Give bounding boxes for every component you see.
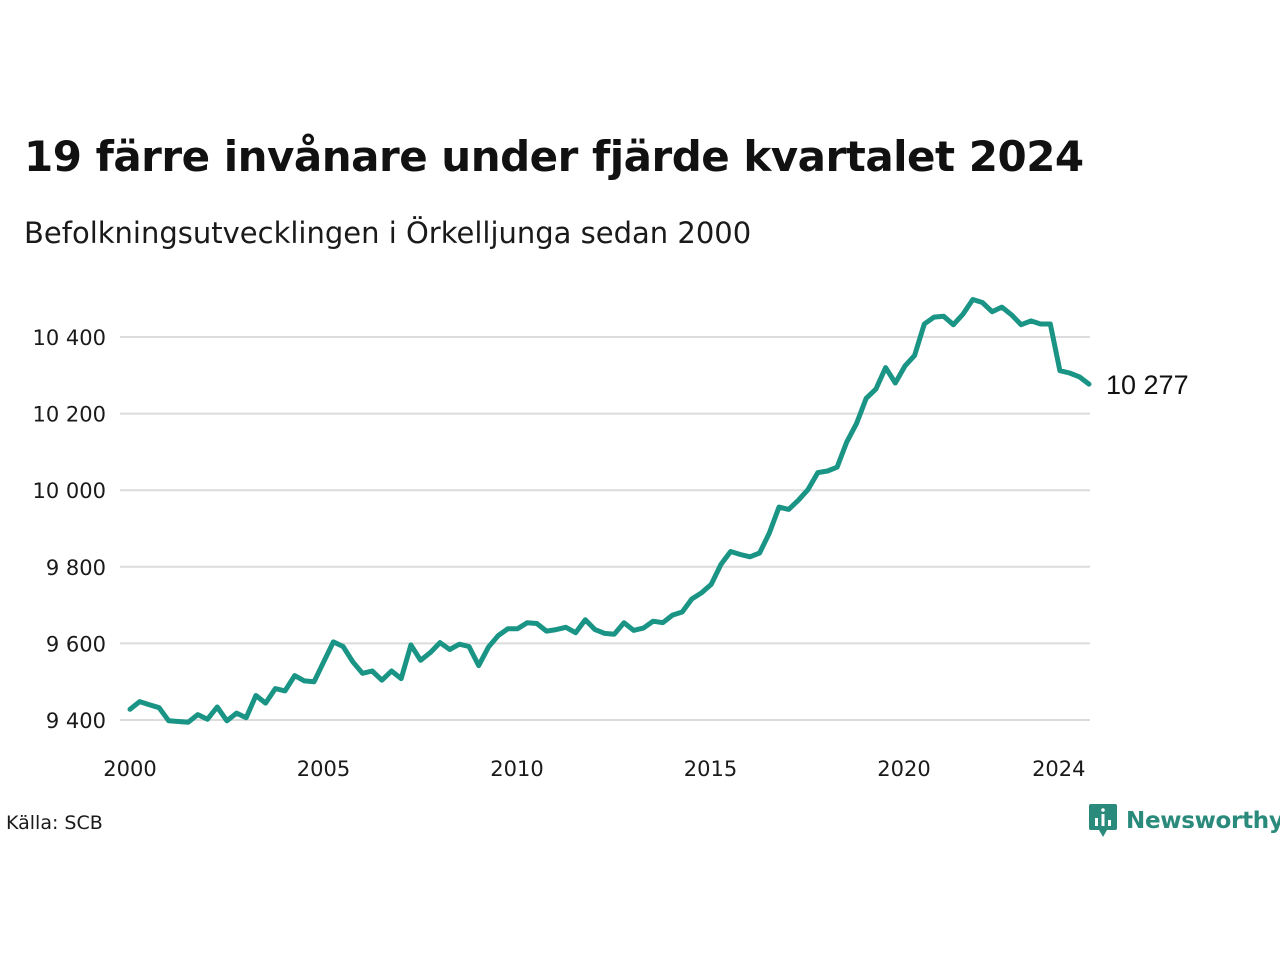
x-tick-label: 2005: [297, 757, 350, 781]
chart-subtitle: Befolkningsutvecklingen i Örkelljunga se…: [24, 216, 752, 250]
y-tick-label: 9 400: [46, 709, 106, 733]
end-value-label: 10 277: [1106, 370, 1189, 400]
newsworthy-logo[interactable]: Newsworthy: [1088, 803, 1280, 839]
series-group: [127, 297, 1092, 725]
x-tick-label: 2020: [877, 757, 930, 781]
chart-title: 19 färre invånare under fjärde kvartalet…: [24, 132, 1084, 181]
x-tick-label: 2010: [490, 757, 543, 781]
source-note: Källa: SCB: [6, 812, 103, 834]
y-tick-label: 10 200: [33, 403, 106, 427]
newsworthy-logo-icon: [1089, 804, 1117, 837]
y-axis: 9 400 9 600 9 800 10 000 10 200 10 400: [33, 326, 106, 733]
y-tick-label: 9 800: [46, 556, 106, 580]
population-line: [127, 297, 1092, 725]
x-tick-label: 2024: [1032, 757, 1085, 781]
x-axis: 2000 2005 2010 2015 2020 2024: [103, 757, 1085, 781]
x-tick-label: 2000: [103, 757, 156, 781]
y-tick-label: 9 600: [46, 632, 106, 656]
x-tick-label: 2015: [684, 757, 737, 781]
gridlines: [120, 336, 1090, 721]
y-tick-label: 10 000: [33, 479, 106, 503]
brand-name: Newsworthy: [1126, 808, 1280, 834]
y-tick-label: 10 400: [33, 326, 106, 350]
